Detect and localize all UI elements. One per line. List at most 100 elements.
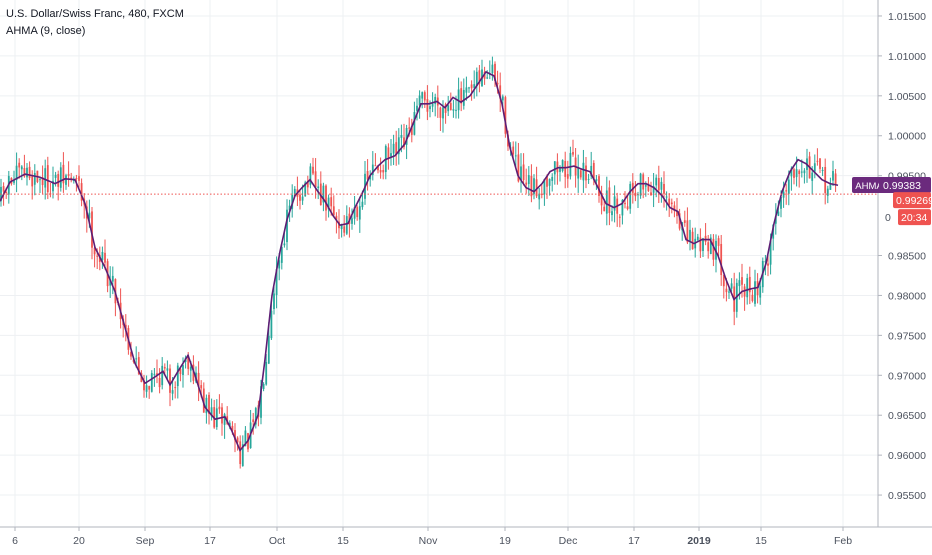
candle-body bbox=[553, 161, 556, 175]
candle-body bbox=[332, 206, 335, 216]
candle-body bbox=[413, 112, 416, 135]
last-price-badge bbox=[893, 192, 931, 209]
candle-body bbox=[793, 169, 795, 178]
candle-body bbox=[535, 179, 538, 197]
candle-body bbox=[746, 278, 749, 298]
candle-body bbox=[286, 209, 288, 243]
candle-body bbox=[798, 170, 801, 175]
candle-body bbox=[769, 240, 772, 265]
candle-body bbox=[145, 385, 148, 392]
candle-body bbox=[358, 206, 361, 220]
candle-body bbox=[166, 368, 169, 371]
time-tick-label: 15 bbox=[755, 535, 767, 547]
candle-body bbox=[478, 70, 481, 84]
candle-body bbox=[767, 263, 769, 266]
candle-body bbox=[561, 160, 564, 171]
candle-body bbox=[153, 373, 156, 375]
price-tick-label: 1.01500 bbox=[888, 11, 926, 23]
candle-body bbox=[595, 179, 598, 182]
candle-body bbox=[93, 247, 96, 255]
candle-body bbox=[262, 383, 265, 389]
candle-body bbox=[647, 183, 650, 191]
candle-body bbox=[369, 175, 372, 180]
candle-body bbox=[234, 430, 236, 441]
candle-body bbox=[538, 193, 541, 200]
candle-body bbox=[551, 176, 554, 181]
candle-body bbox=[611, 211, 613, 216]
candle-body bbox=[171, 390, 174, 394]
ahma-series-line bbox=[0, 70, 839, 452]
candle-body bbox=[387, 147, 390, 159]
time-axis[interactable]: 6 20 Sep 17 Oct 15 Nov 19 Dec 17 2019 15 Feb bbox=[0, 526, 932, 547]
candle-body bbox=[176, 365, 179, 387]
candle-body bbox=[309, 166, 312, 185]
candle-body bbox=[460, 88, 463, 104]
candle-body bbox=[223, 414, 226, 425]
candle-body bbox=[265, 361, 268, 385]
candle-body bbox=[104, 252, 106, 263]
candle-body bbox=[101, 251, 104, 261]
candle-body bbox=[670, 202, 673, 205]
time-tick-label: Sep bbox=[136, 535, 155, 547]
candle-body bbox=[800, 171, 803, 173]
candle-body bbox=[546, 175, 548, 187]
price-tick-label: 0.96500 bbox=[888, 410, 926, 422]
candle-body bbox=[709, 237, 712, 255]
candle-body bbox=[811, 172, 814, 181]
candle-body bbox=[824, 166, 827, 194]
candle-body bbox=[80, 183, 83, 201]
candle-body bbox=[676, 211, 678, 217]
candle-body bbox=[470, 84, 473, 89]
candle-body bbox=[790, 168, 793, 177]
candle-body bbox=[821, 169, 824, 171]
candle-body bbox=[748, 276, 751, 293]
candle-body bbox=[304, 182, 307, 197]
price-axis[interactable]: 1.015001.010001.005001.000000.995000.985… bbox=[877, 0, 926, 527]
candle-body bbox=[202, 388, 205, 413]
candle-body bbox=[624, 202, 626, 205]
candle-body bbox=[208, 394, 210, 414]
candle-body bbox=[75, 178, 78, 180]
candle-body bbox=[816, 160, 819, 162]
candle-body bbox=[252, 419, 255, 422]
candle-body bbox=[267, 335, 270, 364]
candle-body bbox=[33, 173, 36, 185]
candle-body bbox=[730, 283, 733, 289]
price-tick-label: 0.97000 bbox=[888, 370, 926, 382]
candle-body bbox=[517, 154, 520, 182]
candle-body bbox=[182, 365, 184, 375]
candle-body bbox=[374, 165, 377, 167]
price-tick-label: 1.00000 bbox=[888, 131, 926, 143]
candle-body bbox=[452, 109, 455, 111]
candle-body bbox=[351, 218, 353, 224]
candle-body bbox=[408, 127, 411, 129]
candle-body bbox=[62, 164, 65, 184]
time-tick-label: 20 bbox=[73, 535, 85, 547]
candle-body bbox=[421, 92, 424, 99]
candle-body bbox=[231, 425, 234, 431]
candle-body bbox=[447, 105, 450, 112]
candle-body bbox=[205, 397, 208, 414]
candle-body bbox=[754, 281, 756, 304]
candle-body bbox=[239, 441, 242, 465]
candle-body bbox=[533, 178, 535, 195]
candle-body bbox=[683, 220, 686, 223]
candle-body bbox=[475, 71, 478, 87]
candle-body bbox=[148, 386, 151, 390]
candle-body bbox=[605, 190, 608, 214]
candle-body bbox=[2, 186, 5, 192]
candle-body bbox=[189, 366, 192, 371]
candle-body bbox=[353, 207, 356, 219]
candle-body bbox=[504, 97, 507, 134]
candle-body bbox=[137, 357, 140, 374]
candle-body bbox=[377, 165, 379, 171]
candle-body bbox=[20, 166, 23, 170]
countdown-text: 20:34 bbox=[901, 212, 927, 224]
candle-body bbox=[18, 162, 21, 168]
candle-body bbox=[652, 186, 655, 193]
candle-body bbox=[486, 77, 489, 79]
candle-body bbox=[813, 163, 816, 172]
candle-body bbox=[751, 294, 754, 301]
